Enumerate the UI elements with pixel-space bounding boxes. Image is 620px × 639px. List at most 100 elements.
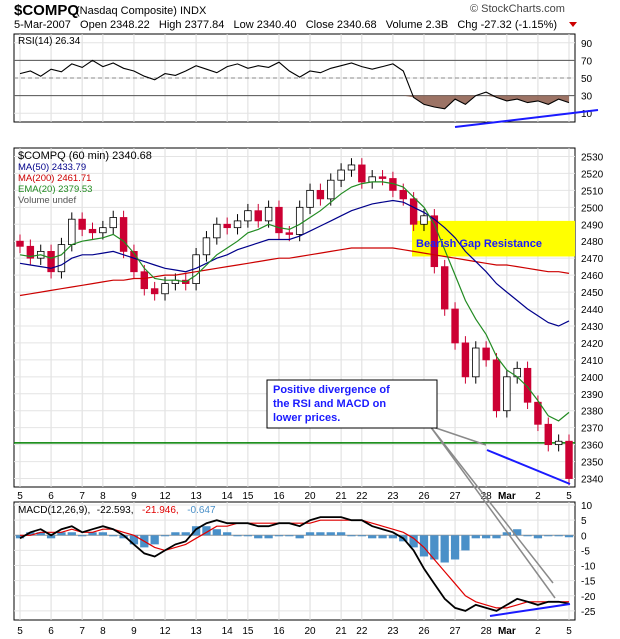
macd-legend-entry: -21.946, (142, 505, 179, 516)
candle-body (244, 210, 252, 222)
candle-body (233, 220, 242, 229)
rsi-y-tick-label: 30 (581, 92, 593, 103)
annotation-pointer-macd-2 (429, 425, 556, 599)
macd-histogram-bar (554, 535, 563, 537)
price-x-tick-label: 2 (535, 491, 541, 502)
rsi-y-tick-label: 70 (581, 56, 593, 67)
macd-histogram-bar (409, 535, 418, 548)
macd-histogram-bar (450, 535, 460, 560)
candle-body (26, 245, 35, 259)
candle-body (16, 240, 24, 247)
price-y-tick-label: 2360 (581, 441, 604, 452)
price-x-tick-label: 13 (191, 491, 203, 502)
macd-histogram-bar (316, 532, 325, 536)
macd-histogram-bar (264, 535, 273, 539)
candle-body (492, 359, 501, 412)
candle-body (109, 217, 117, 229)
candle-body (306, 189, 314, 208)
candle-body (316, 189, 325, 200)
price-y-tick-label: 2470 (581, 254, 604, 265)
price-legend-entry: $COMPQ (60 min) 2340.68 (18, 150, 152, 162)
candle-body (327, 179, 335, 200)
price-y-tick-label: 2420 (581, 339, 604, 350)
macd-histogram-bar (378, 535, 387, 539)
price-frame (13, 147, 576, 488)
macd-y-tick-label: -20 (581, 592, 596, 603)
price-legend-entry: MA(50) 2433.79 (18, 162, 86, 173)
macd-x-tick-label: 8 (100, 626, 106, 637)
macd-x-tick-label: 5 (17, 626, 23, 637)
macd-histogram-bar (46, 535, 56, 539)
macd-histogram-bar (36, 532, 45, 536)
macd-histogram-bar (67, 532, 76, 536)
macd-histogram-bar (544, 535, 553, 537)
price-y-tick-label: 2370 (581, 424, 604, 435)
candle-body (358, 164, 366, 183)
price-y-tick-label: 2490 (581, 220, 604, 231)
macd-histogram-bar (223, 532, 232, 536)
price-x-tick-label: 21 (336, 491, 348, 502)
macd-histogram-bar (191, 526, 201, 536)
price-x-tick-label: 22 (356, 491, 368, 502)
candle-body (68, 218, 76, 246)
candle-body (285, 232, 294, 235)
macd-x-tick-label: 16 (273, 626, 285, 637)
rsi-legend: RSI(14) 26.34 (18, 36, 81, 47)
candle-body (523, 367, 532, 403)
macd-x-tick-label: 21 (336, 626, 348, 637)
annotation-pointer-price (429, 425, 487, 446)
macd-y-tick-label: -10 (581, 562, 596, 573)
macd-x-tick-label: 7 (79, 626, 85, 637)
candle-body (430, 215, 439, 268)
rsi-y-tick-label: 10 (581, 109, 593, 120)
macd-histogram-bar (513, 529, 522, 536)
candle-body (130, 250, 138, 273)
candle-body (409, 198, 418, 225)
macd-histogram-bar (285, 535, 294, 537)
macd-x-tick-label: 27 (449, 626, 461, 637)
candle-body (544, 423, 552, 446)
candle-body (202, 237, 211, 256)
macd-histogram-bar (171, 532, 180, 536)
macd-x-tick-label: 26 (418, 626, 430, 637)
price-y-tick-label: 2480 (581, 237, 604, 248)
macd-histogram-bar (347, 535, 356, 537)
rsi-y-tick-label: 50 (581, 74, 593, 85)
brand-label: © StockCharts.com (470, 3, 565, 15)
price-y-tick-label: 2400 (581, 373, 604, 384)
price-x-tick-label: 16 (273, 491, 285, 502)
price-divergence-line (486, 449, 571, 485)
price-legend-entry: Volume undef (18, 195, 76, 206)
macd-histogram-bar (243, 535, 253, 537)
macd-histogram-bar (336, 532, 346, 536)
macd-histogram-bar (57, 532, 66, 536)
candle-body (451, 308, 459, 344)
macd-histogram-bar (440, 535, 449, 563)
macd-histogram-bar (15, 535, 25, 539)
price-x-tick-label: 7 (79, 491, 85, 502)
ma200-line (19, 247, 570, 297)
price-x-tick-label: 20 (304, 491, 316, 502)
chart-exchange: INDX (180, 5, 207, 17)
macd-histogram-bar (274, 535, 284, 537)
macd-histogram-bar (430, 535, 439, 560)
price-x-tick-label: 8 (100, 491, 106, 502)
macd-histogram-bar (181, 532, 190, 536)
macd-x-tick-label: 22 (356, 626, 368, 637)
candle-body (78, 218, 86, 230)
macd-histogram-bar (357, 535, 366, 537)
candle-body (565, 440, 573, 479)
price-y-tick-label: 2500 (581, 203, 604, 214)
price-y-tick-label: 2350 (581, 458, 604, 469)
candle-body (213, 223, 221, 239)
candle-body (161, 283, 169, 295)
price-x-tick-label: 27 (449, 491, 461, 502)
price-x-tick-label: 12 (159, 491, 171, 502)
candle-body (223, 223, 231, 229)
price-x-tick-label: 26 (418, 491, 430, 502)
macd-y-tick-label: -15 (581, 577, 596, 588)
macd-histogram-bar (481, 535, 491, 539)
chart-symbol: $COMPQ (14, 2, 79, 19)
macd-histogram-bar (233, 535, 242, 537)
price-x-tick-label: Mar (498, 491, 516, 502)
